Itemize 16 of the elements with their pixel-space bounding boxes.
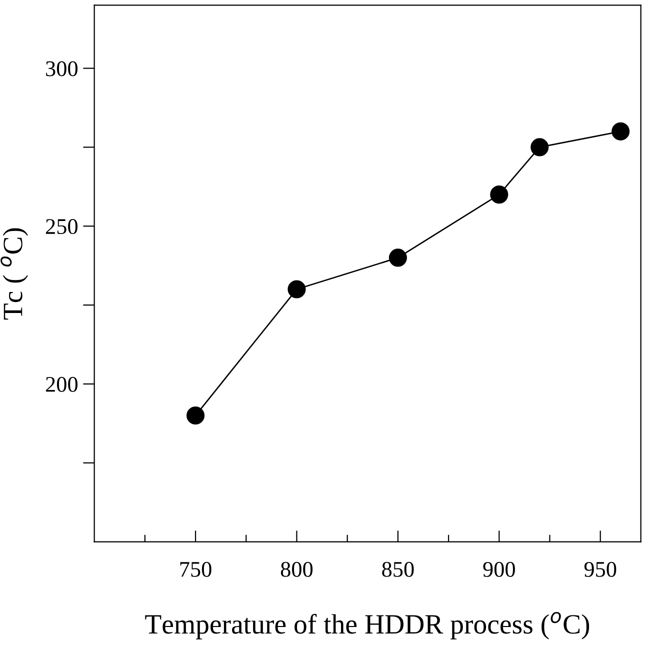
point <box>530 138 549 156</box>
point <box>288 280 306 298</box>
x-tick-label: 950 <box>584 562 616 577</box>
x-tick-label: 750 <box>180 562 212 577</box>
point <box>490 186 508 204</box>
x-tick-label: 900 <box>483 562 515 577</box>
point <box>612 122 630 140</box>
x-tick-label: 800 <box>280 562 313 577</box>
y-tick-label: 200 <box>46 376 78 392</box>
y-tick-label: 300 <box>46 61 78 76</box>
point <box>186 406 205 425</box>
y-axis-title: Tc ( $^{o}$C) <box>0 228 28 320</box>
x-axis-title: Temperature of the HDDR process ($^{o}$C) <box>145 612 590 640</box>
y-tick-label: 250 <box>46 219 78 234</box>
point <box>388 248 407 267</box>
x-tick-label: 850 <box>382 562 414 577</box>
